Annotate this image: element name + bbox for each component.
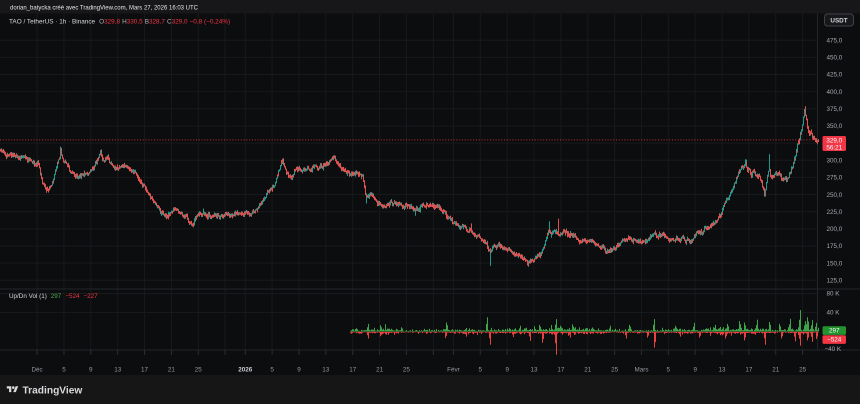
svg-text:56:21: 56:21 — [826, 145, 842, 152]
svg-text:21: 21 — [584, 367, 592, 374]
svg-text:350,0: 350,0 — [827, 123, 843, 130]
svg-text:−524: −524 — [827, 337, 842, 344]
svg-text:425,0: 425,0 — [827, 72, 843, 79]
svg-text:200,0: 200,0 — [827, 226, 843, 233]
svg-text:9: 9 — [693, 367, 697, 374]
svg-text:300,0: 300,0 — [827, 157, 843, 164]
svg-text:297: 297 — [829, 328, 840, 335]
svg-text:25: 25 — [195, 367, 203, 374]
svg-text:Up/Dn Vol (1)297−524−227: Up/Dn Vol (1) 297 −524 −227 — [9, 293, 98, 300]
svg-text:Févr: Févr — [447, 367, 460, 374]
svg-text:250,0: 250,0 — [827, 192, 843, 199]
svg-text:400,0: 400,0 — [827, 89, 843, 96]
svg-text:13: 13 — [114, 367, 122, 374]
svg-text:175,0: 175,0 — [827, 243, 843, 250]
svg-text:13: 13 — [718, 367, 726, 374]
svg-text:−40 K: −40 K — [825, 346, 842, 353]
svg-text:9: 9 — [89, 367, 93, 374]
svg-text:475,0: 475,0 — [827, 37, 843, 44]
svg-text:21: 21 — [772, 367, 780, 374]
svg-text:17: 17 — [141, 367, 149, 374]
svg-text:25: 25 — [403, 367, 411, 374]
svg-text:13: 13 — [530, 367, 538, 374]
svg-text:40 K: 40 K — [827, 310, 841, 317]
svg-text:225,0: 225,0 — [827, 209, 843, 216]
svg-text:21: 21 — [168, 367, 176, 374]
svg-text:450,0: 450,0 — [827, 55, 843, 62]
svg-text:329,0: 329,0 — [826, 138, 842, 145]
svg-text:375,0: 375,0 — [827, 106, 843, 113]
svg-text:TradingView: TradingView — [23, 385, 83, 396]
svg-text:5: 5 — [270, 367, 274, 374]
svg-text:dorian_batycka créé avec Tradi: dorian_batycka créé avec TradingView.com… — [10, 5, 199, 11]
svg-text:275,0: 275,0 — [827, 175, 843, 182]
svg-text:USDT: USDT — [830, 18, 847, 25]
svg-text:17: 17 — [557, 367, 565, 374]
svg-text:150,0: 150,0 — [827, 260, 843, 267]
svg-text:125,0: 125,0 — [827, 278, 843, 285]
svg-text:21: 21 — [376, 367, 384, 374]
svg-text:5: 5 — [667, 367, 671, 374]
svg-text:9: 9 — [505, 367, 509, 374]
svg-text:80 K: 80 K — [827, 291, 841, 298]
svg-text:17: 17 — [745, 367, 753, 374]
svg-text:25: 25 — [611, 367, 619, 374]
svg-text:Mars: Mars — [635, 367, 649, 374]
svg-text:5: 5 — [479, 367, 483, 374]
svg-text:17: 17 — [349, 367, 357, 374]
svg-text:25: 25 — [799, 367, 807, 374]
svg-text:2026: 2026 — [238, 367, 253, 374]
svg-text:13: 13 — [322, 367, 330, 374]
svg-text:5: 5 — [62, 367, 66, 374]
svg-text:Déc: Déc — [31, 367, 42, 374]
svg-text:9: 9 — [297, 367, 301, 374]
